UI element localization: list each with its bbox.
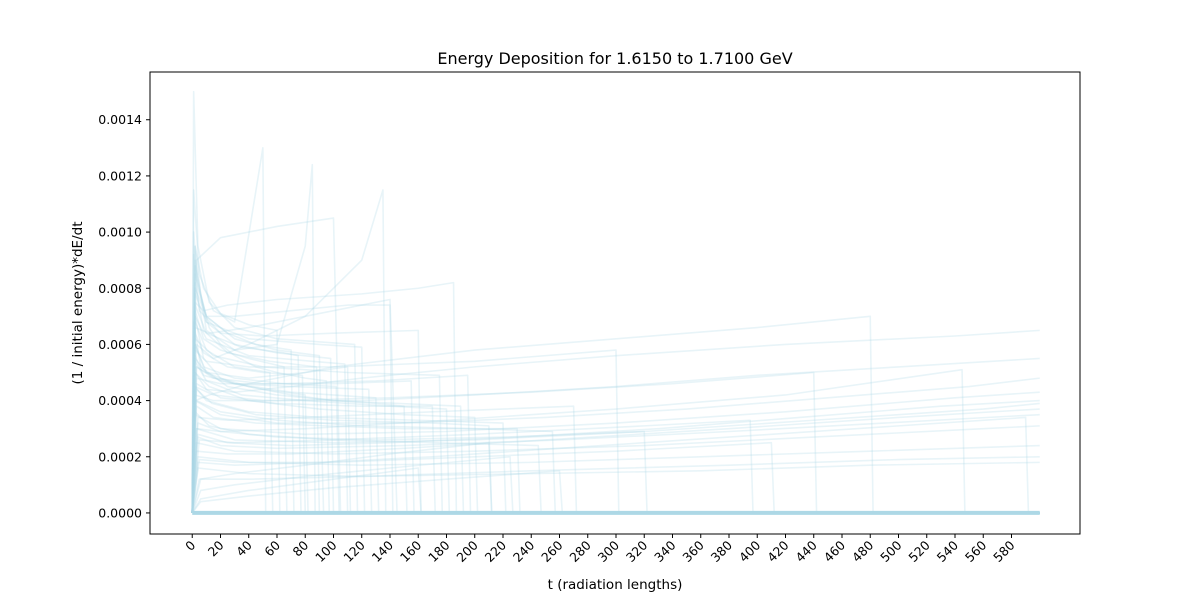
series-line-44 — [191, 405, 1040, 514]
series-line-29 — [191, 441, 1040, 514]
chart-title: Energy Deposition for 1.6150 to 1.7100 G… — [437, 49, 792, 68]
series-line-56 — [191, 332, 1040, 514]
series-line-24 — [191, 309, 1040, 514]
series-line-25 — [191, 343, 1040, 514]
plot-frame — [149, 71, 1081, 535]
series-line-35 — [191, 253, 1040, 514]
series-line-9 — [191, 357, 1040, 514]
series-line-47 — [191, 416, 1040, 514]
y-tick-label-5: 0.0010 — [98, 225, 142, 240]
y-tick-label-1: 0.0002 — [98, 449, 142, 464]
series-line-26 — [191, 338, 1040, 514]
x-axis-label: t (radiation lengths) — [548, 577, 683, 593]
series-line-59 — [191, 388, 1040, 514]
series-lines — [191, 90, 1040, 515]
y-tick-label-6: 0.0012 — [98, 168, 142, 183]
series-line-22 — [191, 273, 1040, 514]
series-line-17 — [191, 391, 1040, 513]
series-line-1 — [191, 245, 1040, 514]
series-line-5 — [191, 189, 1040, 514]
series-line-49 — [191, 315, 1040, 514]
series-line-21 — [191, 461, 1040, 514]
series-line-53 — [191, 419, 1040, 514]
series-line-46 — [191, 408, 1040, 513]
series-line-48 — [191, 304, 1040, 514]
series-line-6 — [191, 287, 1040, 514]
series-line-7 — [191, 281, 1040, 514]
series-line-61 — [191, 413, 1040, 513]
series-line-51 — [191, 374, 1040, 514]
series-line-19 — [191, 425, 1040, 513]
series-line-45 — [191, 399, 1040, 513]
series-line-50 — [191, 366, 1040, 514]
series-line-3 — [191, 147, 1040, 514]
series-line-37 — [191, 371, 1040, 514]
y-tick-label-2: 0.0004 — [98, 393, 142, 408]
series-line-13 — [191, 329, 1040, 513]
series-line-40 — [191, 90, 1040, 514]
series-line-42 — [191, 354, 1040, 514]
series-line-10 — [191, 321, 1040, 514]
series-line-38 — [191, 368, 1040, 514]
y-tick-label-3: 0.0006 — [98, 337, 142, 352]
series-line-58 — [191, 360, 1040, 514]
series-line-62 — [191, 441, 1040, 514]
y-tick-label-4: 0.0008 — [98, 281, 142, 296]
series-line-34 — [191, 298, 1040, 514]
series-line-43 — [191, 382, 1040, 514]
series-line-57 — [191, 343, 1040, 514]
series-line-41 — [191, 281, 1040, 514]
series-line-16 — [191, 377, 1040, 513]
series-line-52 — [191, 405, 1040, 514]
series-line-20 — [191, 444, 1040, 514]
series-line-12 — [191, 385, 1040, 514]
series-line-54 — [191, 455, 1040, 514]
y-axis-label: (1 / initial energy)*dE/dt — [70, 222, 86, 385]
series-line-23 — [191, 231, 1040, 514]
series-line-28 — [191, 411, 1040, 514]
series-line-60 — [191, 422, 1040, 514]
series-line-39 — [191, 264, 1040, 514]
series-line-2 — [191, 315, 1040, 514]
series-line-11 — [191, 371, 1040, 514]
series-line-55 — [191, 245, 1040, 514]
y-tick-label-0: 0.0000 — [98, 505, 142, 520]
y-axis: 0.0000 0.0002 0.0004 0.0006 0.0008 0.0010 0.00… — [98, 112, 150, 520]
series-line-63 — [191, 455, 1040, 514]
series-line-64 — [191, 470, 1040, 514]
y-tick-label-7: 0.0014 — [98, 112, 142, 127]
series-line-27 — [191, 399, 1040, 514]
series-line-15 — [191, 357, 1040, 513]
series-line-36 — [191, 349, 1040, 514]
series-line-18 — [191, 402, 1040, 513]
series-line-33 — [191, 293, 1040, 514]
series-line-14 — [191, 315, 1040, 514]
series-line-4 — [191, 163, 1040, 514]
